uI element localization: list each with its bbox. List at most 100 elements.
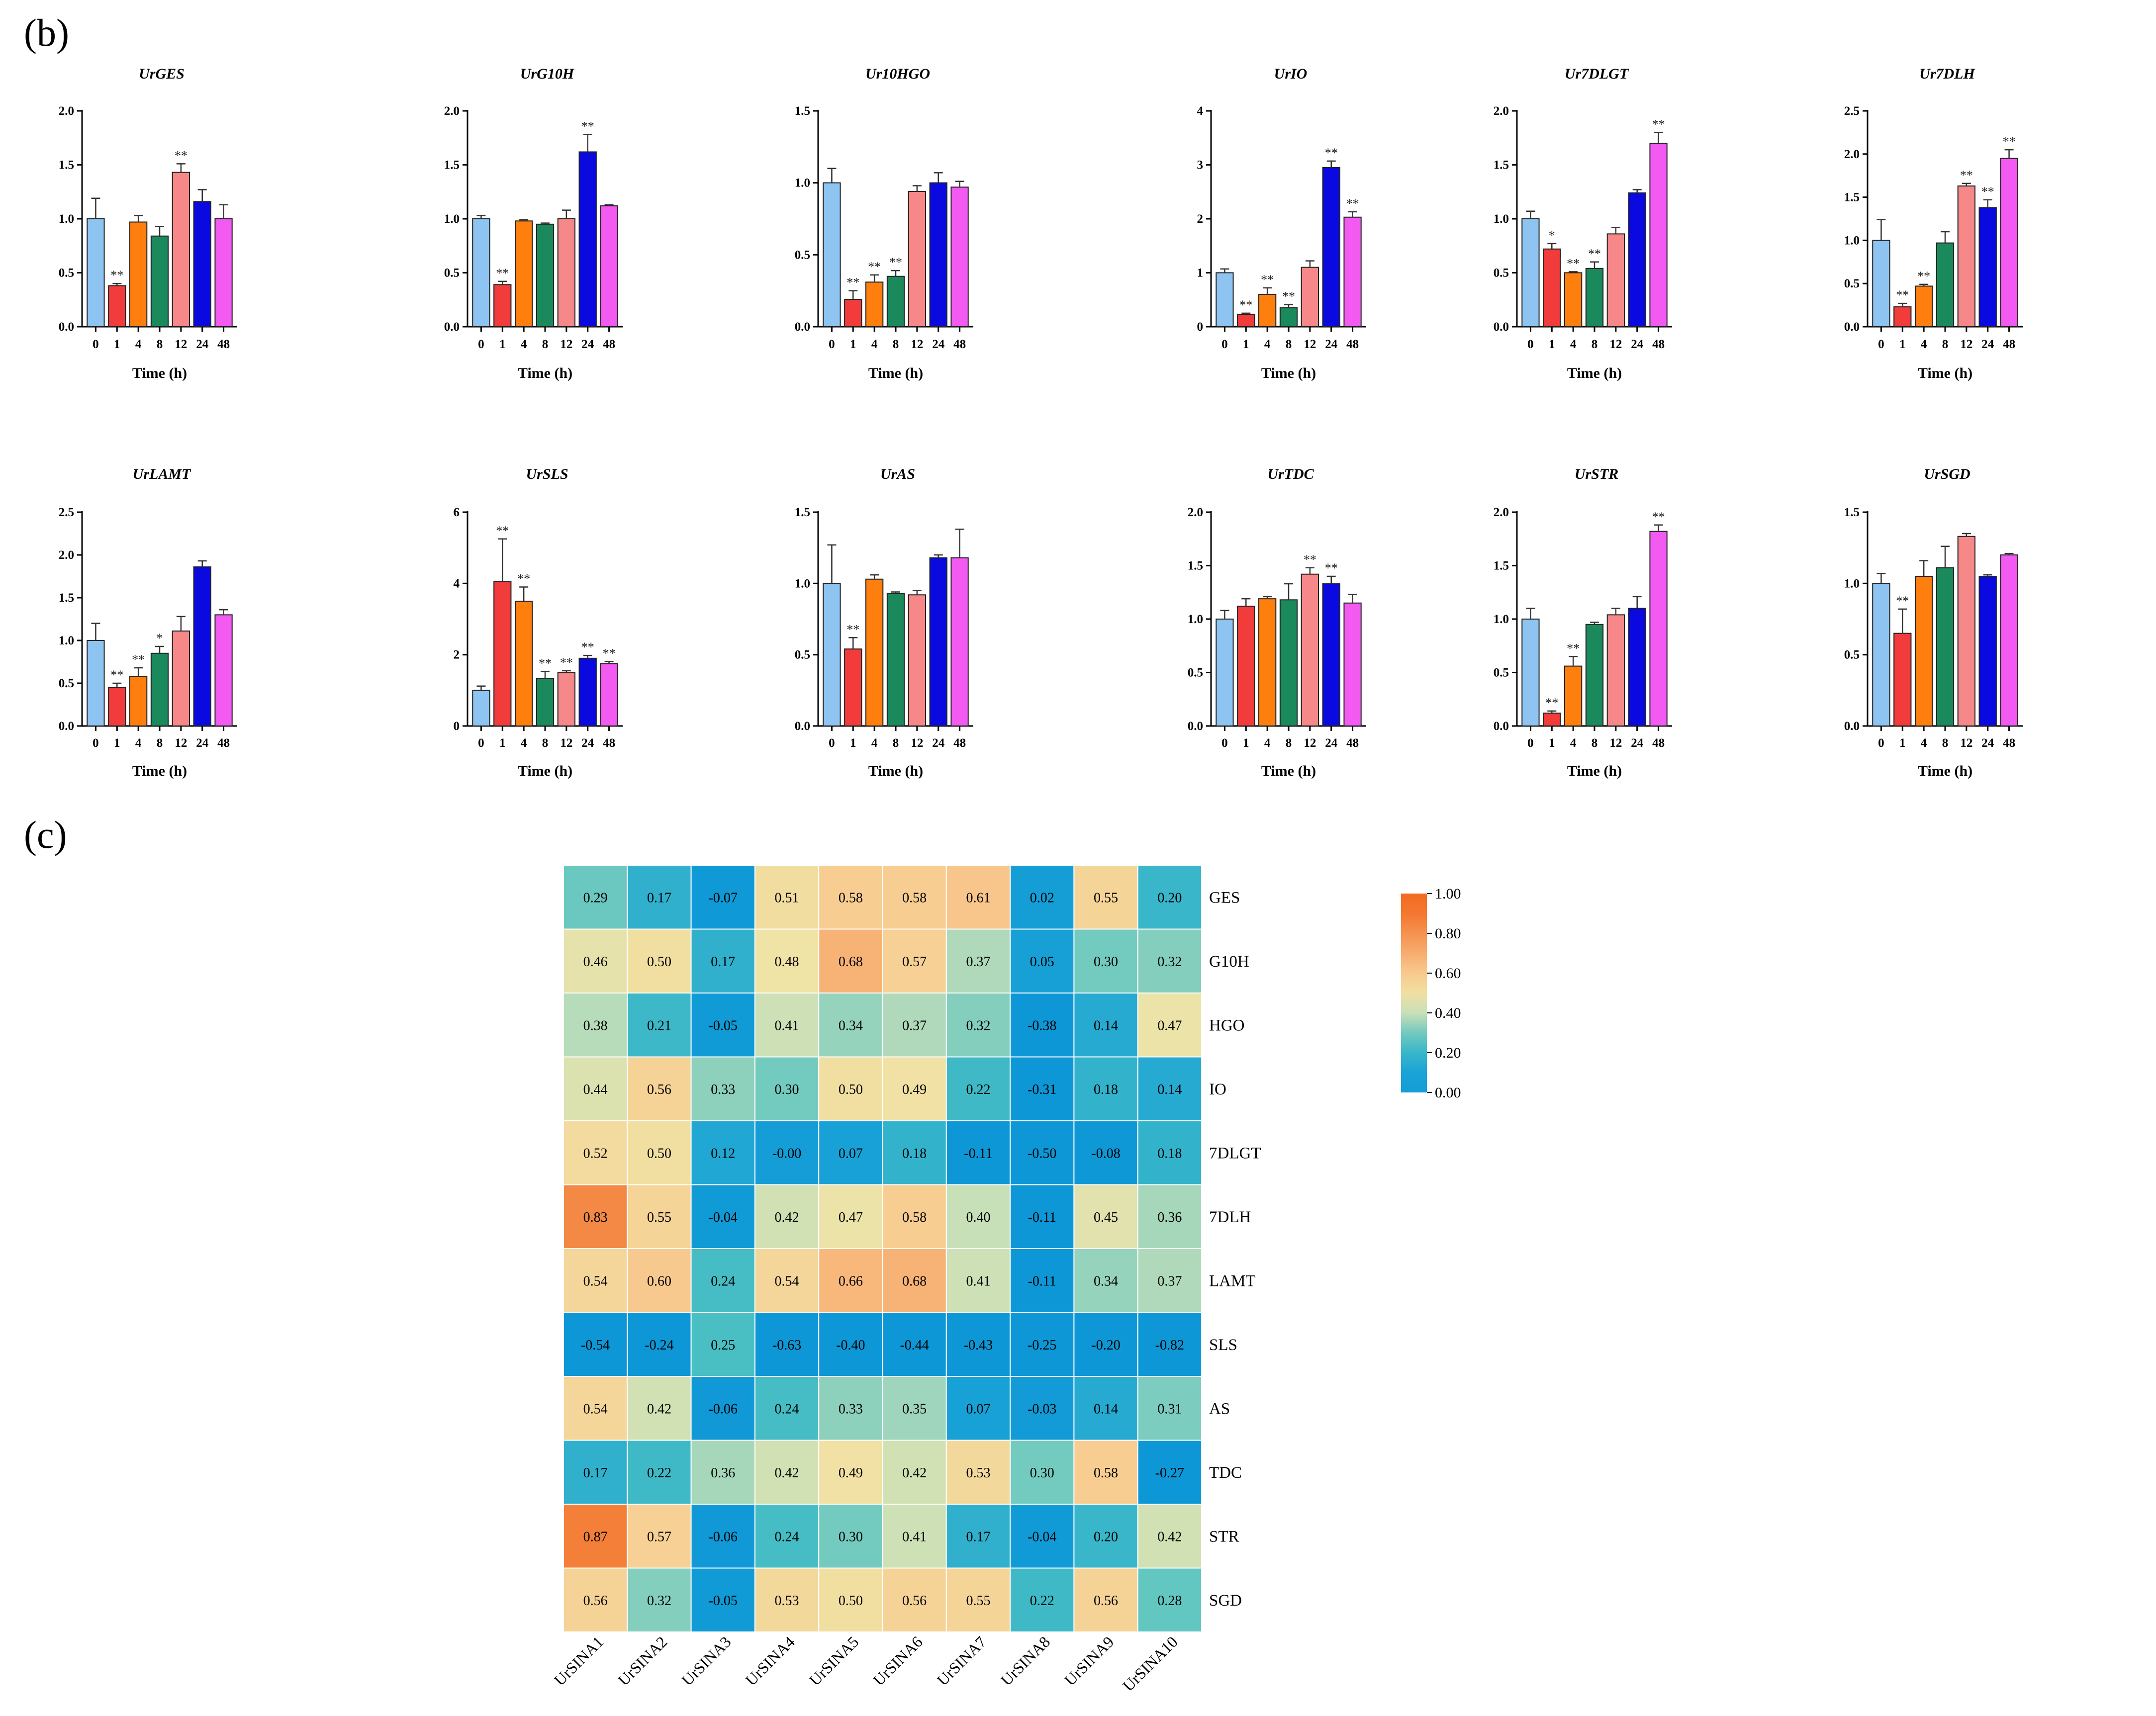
bar (1936, 242, 1955, 327)
bar (600, 205, 618, 327)
heatmap-cell-value: 0.20 (1157, 890, 1182, 905)
bar (493, 581, 512, 726)
x-tick-label: 4 (1264, 736, 1271, 750)
x-tick-label: 48 (2003, 736, 2015, 750)
heatmap-cell-value: 0.58 (1094, 1465, 1118, 1481)
bar (2000, 554, 2018, 726)
heatmap-cell-value: 0.46 (583, 954, 608, 970)
y-tick-label: 1.5 (795, 506, 810, 519)
x-tick-label: 4 (1921, 736, 1927, 750)
heatmap-cell (1137, 928, 1202, 993)
heatmap-cell (1073, 1248, 1138, 1313)
x-tick-label: 1 (850, 338, 856, 351)
chart-title: UrTDC (1267, 466, 1314, 482)
heatmap-column-label: UrSINA5 (806, 1632, 862, 1689)
bar (536, 223, 555, 327)
heatmap-cell-value: 0.30 (775, 1082, 799, 1097)
heatmap-cell-value: 0.18 (902, 1146, 927, 1161)
x-tick-label: 0 (478, 736, 484, 750)
bar (172, 172, 190, 327)
x-tick-label: 4 (1570, 736, 1577, 750)
bar (929, 557, 947, 726)
x-axis-title: Time (h) (132, 365, 187, 381)
heatmap-cell-value: 0.24 (775, 1401, 799, 1417)
x-axis-title: Time (h) (868, 763, 923, 779)
y-tick-label: 0.0 (59, 320, 74, 334)
y-tick-label: 0 (454, 720, 460, 733)
colorbar-tick-label: 0.40 (1435, 1005, 1461, 1021)
heatmap-cell-value: 0.22 (966, 1082, 990, 1097)
heatmap-cell-value: -0.38 (1028, 1018, 1056, 1033)
y-tick-label: 2.0 (1188, 506, 1203, 519)
chart-title: UrIO (1274, 66, 1308, 82)
heatmap-cell-value: -0.04 (709, 1210, 738, 1225)
x-tick-label: 1 (1899, 736, 1906, 750)
y-tick-label: 0.0 (795, 320, 810, 334)
y-tick-label: 2.0 (1494, 506, 1509, 519)
x-tick-label: 12 (560, 338, 572, 351)
heatmap-cell (690, 865, 755, 930)
heatmap-cell (882, 928, 947, 993)
heatmap-cell (882, 1567, 947, 1632)
bar (108, 687, 126, 726)
y-tick-label: 2.0 (1844, 148, 1860, 161)
heatmap-cell-value: 0.30 (1094, 954, 1118, 970)
heatmap-cell-value: 0.42 (1157, 1529, 1182, 1544)
x-axis-title: Time (h) (518, 365, 572, 381)
y-tick-label: 1.0 (1494, 613, 1509, 626)
significance-label: ** (603, 646, 616, 660)
heatmap-cell-value: 0.41 (775, 1018, 799, 1033)
heatmap-cell (882, 865, 947, 930)
bar (1915, 576, 1933, 726)
heatmap-row-label: HGO (1209, 1016, 1245, 1034)
heatmap-cell (563, 928, 628, 993)
y-tick-label: 0.0 (795, 720, 810, 733)
heatmap-cell-value: 0.49 (902, 1082, 927, 1097)
x-tick-label: 24 (581, 338, 594, 351)
heatmap-cell (945, 1184, 1011, 1249)
significance-label: * (1549, 228, 1555, 243)
x-tick-label: 24 (932, 736, 945, 750)
y-tick-label: 1.5 (1494, 159, 1509, 172)
x-tick-label: 12 (1960, 338, 1972, 351)
heatmap-cell-value: -0.05 (709, 1593, 738, 1609)
heatmap-cell-value: 0.50 (647, 1146, 671, 1161)
y-tick-label: 1.0 (59, 212, 74, 226)
heatmap-colorbar: 1.00 0.80 0.60 0.40 0.20 0.00 (1401, 886, 1461, 1101)
significance-label: ** (2003, 134, 2016, 149)
y-tick-label: 1.0 (1494, 212, 1509, 226)
x-tick-label: 24 (1325, 736, 1338, 750)
heatmap-cell-value: 0.34 (839, 1018, 863, 1033)
significance-label: ** (1261, 272, 1274, 287)
heatmap-cell-value: 0.29 (583, 890, 608, 905)
heatmap-cell-value: -0.82 (1155, 1338, 1184, 1353)
bar (214, 614, 233, 727)
significance-label: ** (1239, 298, 1252, 312)
significance-label: ** (868, 260, 881, 274)
significance-label: ** (539, 656, 552, 670)
x-tick-label: 12 (175, 338, 187, 351)
heatmap-cell (882, 1312, 947, 1377)
significance-label: ** (110, 668, 123, 682)
heatmap-cell-value: 0.14 (1157, 1082, 1182, 1097)
bar (929, 182, 947, 327)
heatmap-cell-value: 0.57 (647, 1529, 671, 1544)
heatmap-cell (754, 1056, 820, 1121)
heatmap-cell (1137, 993, 1202, 1058)
heatmap-column-label: UrSINA9 (1061, 1632, 1117, 1689)
heatmap-cell (1073, 928, 1138, 993)
y-tick-label: 1.0 (444, 212, 460, 226)
heatmap-cell (563, 993, 628, 1058)
heatmap-cell (754, 993, 820, 1058)
bar (1957, 536, 1976, 726)
y-tick-label: 1.5 (795, 104, 810, 118)
heatmap-cell-value: 0.12 (711, 1146, 735, 1161)
bar (1893, 306, 1912, 328)
heatmap-cell (1010, 1376, 1075, 1441)
x-tick-label: 24 (932, 338, 945, 351)
bar (1237, 314, 1255, 327)
heatmap-cell (1010, 1248, 1075, 1313)
heatmap-row-label: TDC (1209, 1464, 1242, 1482)
